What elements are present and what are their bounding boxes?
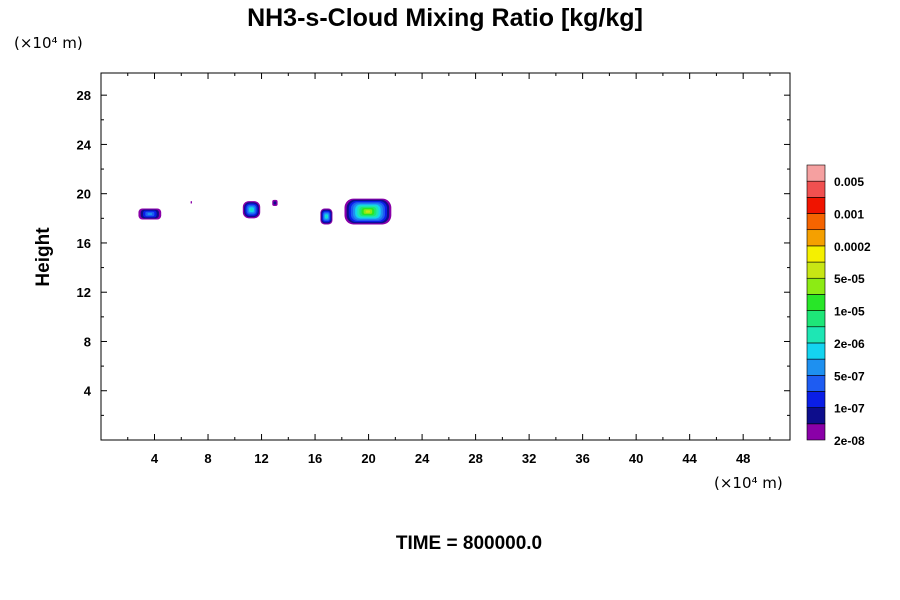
heatmap-cell <box>190 201 192 204</box>
y-tick-label: 24 <box>77 137 92 152</box>
colorbar-swatch <box>806 326 826 344</box>
y-tick-label: 12 <box>77 285 91 300</box>
x-tick-label: 36 <box>575 451 589 466</box>
plot-frame <box>100 72 791 441</box>
y-axis: 4 8 12 16 20 24 28 <box>77 88 790 416</box>
y-axis-label: Height <box>33 227 54 287</box>
y-tick-label: 4 <box>84 384 92 399</box>
cloud-region <box>320 208 333 225</box>
cloud-region <box>272 199 278 207</box>
heatmap-cell <box>325 215 328 218</box>
y-tick-label: 8 <box>84 334 91 349</box>
y-tick-label: 20 <box>77 187 91 202</box>
y-tick-label: 16 <box>77 236 91 251</box>
colorbar-label: 0.005 <box>834 175 864 189</box>
colorbar-swatch <box>806 180 826 198</box>
x-tick-label: 44 <box>682 451 697 466</box>
chart-title: NH3-s-Cloud Mixing Ratio [kg/kg] <box>247 4 643 32</box>
x-tick-label: 16 <box>308 451 322 466</box>
y-tick-label: 28 <box>77 88 91 103</box>
colorbar-swatch <box>806 229 826 247</box>
colorbar-swatch <box>806 358 826 376</box>
heatmap-cell <box>273 201 277 205</box>
colorbar-swatch <box>806 342 826 360</box>
x-tick-label: 12 <box>254 451 268 466</box>
heatmap-cell <box>250 208 253 211</box>
colorbar-swatch <box>806 213 826 231</box>
colorbar-swatch <box>806 310 826 328</box>
colorbar-label: 2e-06 <box>834 337 865 351</box>
cloud-region <box>138 208 162 220</box>
colorbar-swatch <box>806 407 826 425</box>
colorbar-label: 1e-05 <box>834 305 865 319</box>
colorbar-label: 0.001 <box>834 208 864 222</box>
colorbar-swatch <box>806 374 826 392</box>
colorbar-swatch <box>806 391 826 408</box>
colorbar-swatch <box>806 197 826 214</box>
x-tick-label: 32 <box>522 451 536 466</box>
colorbar-swatch <box>806 164 826 182</box>
y-axis-unit: (×10⁴ m) <box>14 34 83 52</box>
colorbar-label: 0.0002 <box>834 240 871 254</box>
x-tick-label: 40 <box>629 451 643 466</box>
heatmap-cells <box>138 198 392 225</box>
colorbar-label: 5e-07 <box>834 369 865 383</box>
colorbar-swatch <box>806 277 826 295</box>
time-label: TIME = 800000.0 <box>396 533 542 554</box>
colorbar-label: 1e-07 <box>834 402 865 416</box>
cloud-region <box>344 198 392 225</box>
x-tick-label: 4 <box>151 451 159 466</box>
x-tick-label: 8 <box>204 451 211 466</box>
x-tick-label: 28 <box>468 451 482 466</box>
x-tick-label: 20 <box>361 451 375 466</box>
colorbar: 0.005 0.001 0.0002 5e-05 1e-05 2e-06 5e-07 1e-0… <box>806 164 871 448</box>
cloud-region <box>190 201 192 204</box>
x-tick-label: 24 <box>415 451 430 466</box>
colorbar-swatch <box>806 423 826 441</box>
heatmap-cell <box>147 212 153 216</box>
colorbar-swatch <box>806 294 826 311</box>
colorbar-label: 5e-05 <box>834 272 865 286</box>
x-axis-unit: (×10⁴ m) <box>714 474 783 492</box>
cloud-region <box>242 201 261 219</box>
heatmap-cell <box>365 210 371 213</box>
x-tick-label: 48 <box>736 451 750 466</box>
x-axis: 4 8 12 16 20 24 28 32 36 40 44 48 <box>127 73 771 466</box>
colorbar-label: 2e-08 <box>834 434 865 448</box>
colorbar-swatch <box>806 261 826 279</box>
colorbar-swatch <box>806 245 826 263</box>
